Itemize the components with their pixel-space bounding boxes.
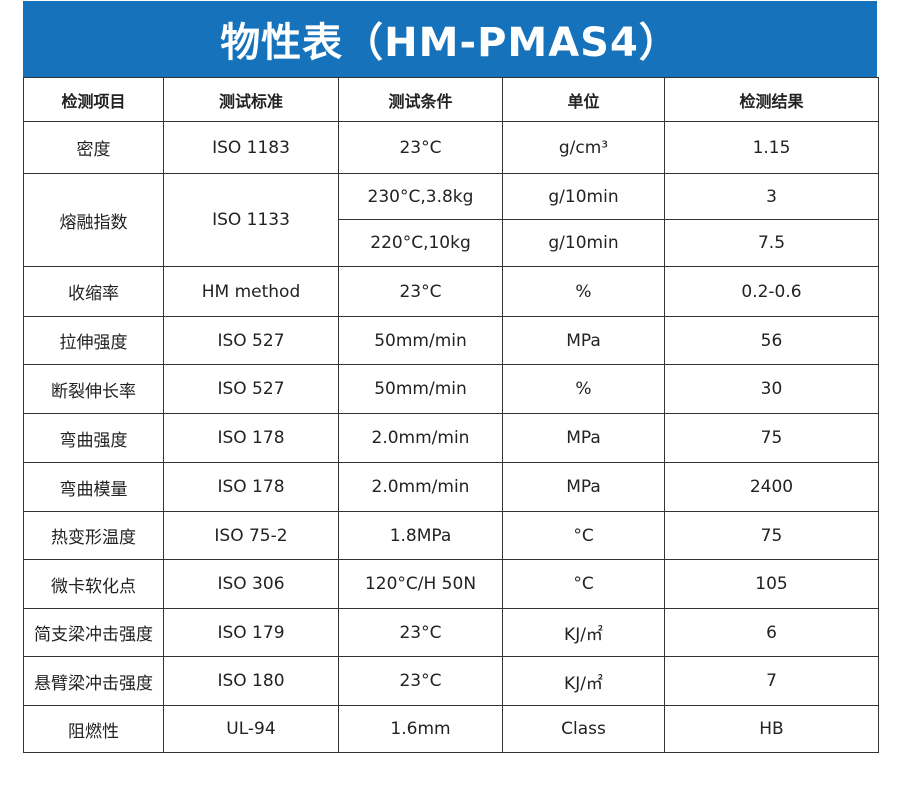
- cell-standard: ISO 306: [163, 559, 339, 609]
- cell-item: 密度: [23, 121, 164, 174]
- cell-item: 悬臂梁冲击强度: [23, 656, 164, 706]
- cell-item: 热变形温度: [23, 511, 164, 560]
- table-row: 密度 ISO 1183 23°C g/cm³ 1.15: [23, 121, 879, 174]
- cell-condition: 23°C: [338, 608, 503, 657]
- cell-result: 30: [664, 364, 879, 414]
- cell-result: 0.2-0.6: [664, 266, 879, 317]
- cell-standard: ISO 527: [163, 316, 339, 365]
- cell-standard: ISO 527: [163, 364, 339, 414]
- header-item: 检测项目: [23, 77, 164, 122]
- table-row: 弯曲模量 ISO 178 2.0mm/min MPa 2400: [23, 462, 879, 512]
- cell-item: 阻燃性: [23, 705, 164, 753]
- cell-result: 75: [664, 511, 879, 560]
- table-row: 弯曲强度 ISO 178 2.0mm/min MPa 75: [23, 413, 879, 463]
- table-row: 220°C,10kg g/10min 7.5: [24, 219, 879, 267]
- cell-result: 75: [664, 413, 879, 463]
- table-row: 微卡软化点 ISO 306 120°C/H 50N °C 105: [23, 559, 879, 609]
- cell-unit: °C: [502, 511, 665, 560]
- cell-unit: %: [502, 364, 665, 414]
- table-row: 悬臂梁冲击强度 ISO 180 23°C KJ/㎡ 7: [23, 656, 879, 706]
- cell-condition: 50mm/min: [338, 364, 503, 414]
- cell-result: 56: [664, 316, 879, 365]
- page-title: 物性表（HM-PMAS4）: [23, 1, 877, 77]
- cell-unit: °C: [502, 559, 665, 609]
- cell-result: 6: [664, 608, 879, 657]
- cell-standard: ISO 178: [163, 462, 339, 512]
- cell-result: 1.15: [664, 121, 879, 174]
- cell-unit: MPa: [502, 316, 665, 365]
- table-row: 熔融指数 ISO 1133 230°C,3.8kg g/10min 3: [23, 173, 879, 267]
- cell-condition: 2.0mm/min: [338, 413, 503, 463]
- cell-standard: ISO 1183: [163, 121, 339, 174]
- cell-condition: 23°C: [338, 121, 503, 174]
- cell-standard: UL-94: [163, 705, 339, 753]
- cell-item: 简支梁冲击强度: [23, 608, 164, 657]
- cell-item: 断裂伸长率: [23, 364, 164, 414]
- table-row: 收缩率 HM method 23°C% 0.2-0.6: [23, 266, 879, 317]
- cell-result: HB: [664, 705, 879, 753]
- table-row: 阻燃性 UL-94 1.6mm Class HB: [23, 705, 879, 753]
- cell-item: 弯曲强度: [23, 413, 164, 463]
- table-row: 热变形温度 ISO 75-2 1.8MPa °C 75: [23, 511, 879, 560]
- cell-result: 2400: [664, 462, 879, 512]
- cell-unit: Class: [502, 705, 665, 753]
- properties-table: 检测项目 测试标准 测试条件 单位 检测结果 密度 ISO 1183 23°C g/c…: [23, 77, 879, 753]
- cell-standard: ISO 180: [163, 656, 339, 706]
- cell-unit: g/10min: [502, 219, 665, 267]
- cell-item: 拉伸强度: [23, 316, 164, 365]
- cell-standard: ISO 179: [163, 608, 339, 657]
- cell-condition: 50mm/min: [338, 316, 503, 365]
- cell-result: 3: [664, 173, 879, 220]
- cell-condition: 2.0mm/min: [338, 462, 503, 512]
- cell-unit: KJ/㎡: [502, 656, 665, 706]
- cell-condition: 1.8MPa: [338, 511, 503, 560]
- cell-item: 熔融指数: [23, 173, 164, 267]
- cell-item: 弯曲模量: [23, 462, 164, 512]
- cell-unit: MPa: [502, 413, 665, 463]
- cell-result: 105: [664, 559, 879, 609]
- cell-condition: 1.6mm: [338, 705, 503, 753]
- cell-condition: 120°C/H 50N: [338, 559, 503, 609]
- cell-unit: %: [502, 266, 665, 317]
- cell-result: 7: [664, 656, 879, 706]
- cell-standard: HM method: [163, 266, 339, 317]
- header-standard: 测试标准: [163, 77, 339, 122]
- header-condition: 测试条件: [338, 77, 503, 122]
- cell-standard: ISO 178: [163, 413, 339, 463]
- table-header-row: 检测项目 测试标准 测试条件 单位 检测结果: [23, 77, 879, 122]
- cell-condition: 220°C,10kg: [338, 219, 503, 267]
- cell-item: 微卡软化点: [23, 559, 164, 609]
- cell-condition: 230°C,3.8kg: [338, 173, 503, 220]
- table-row: 拉伸强度 ISO 527 50mm/min MPa 56: [23, 316, 879, 365]
- table-row: 断裂伸长率 ISO 527 50mm/min% 30: [23, 364, 879, 414]
- cell-unit: MPa: [502, 462, 665, 512]
- table-row: 简支梁冲击强度 ISO 179 23°C KJ/㎡ 6: [23, 608, 879, 657]
- cell-item: 收缩率: [23, 266, 164, 317]
- cell-unit: g/cm³: [502, 121, 665, 174]
- cell-condition: 23°C: [338, 266, 503, 317]
- cell-unit: KJ/㎡: [502, 608, 665, 657]
- header-result: 检测结果: [664, 77, 879, 122]
- header-unit: 单位: [502, 77, 665, 122]
- cell-standard: ISO 75-2: [163, 511, 339, 560]
- cell-condition: 23°C: [338, 656, 503, 706]
- cell-unit: g/10min: [502, 173, 665, 220]
- cell-result: 7.5: [664, 219, 879, 267]
- cell-standard: ISO 1133: [163, 173, 339, 267]
